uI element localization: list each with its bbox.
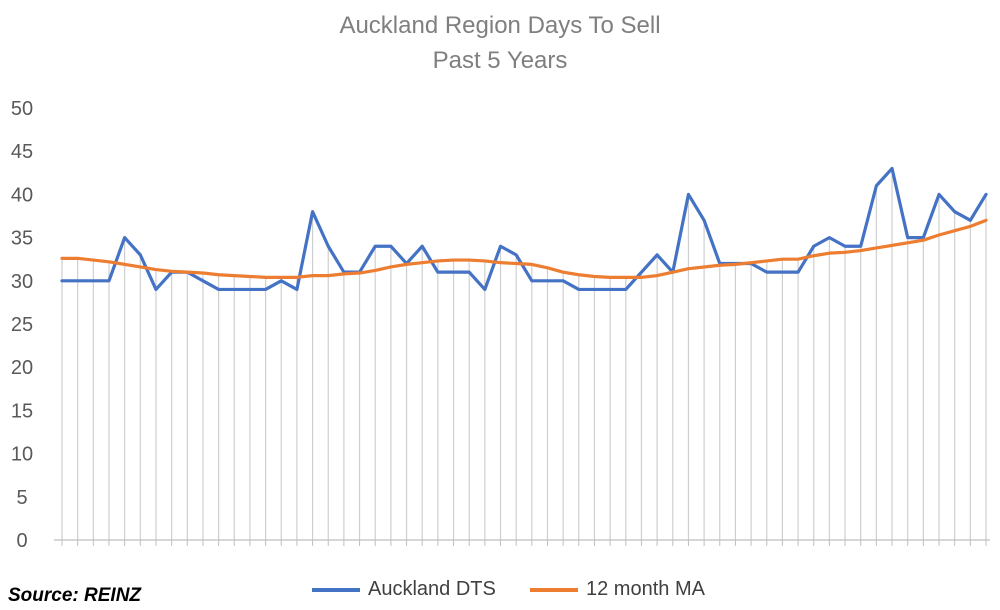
- chart-title: Auckland Region Days To Sell: [339, 12, 661, 39]
- y-tick-label: 15: [11, 400, 33, 422]
- y-tick-label: 45: [11, 141, 33, 163]
- legend-item-12-month-ma: 12 month MA: [530, 578, 705, 601]
- chart-subtitle: Past 5 Years: [432, 47, 568, 74]
- y-tick-label: 40: [11, 184, 33, 206]
- legend-swatch-auckland-dts: [312, 587, 360, 592]
- legend-label-auckland-dts: Auckland DTS: [368, 578, 496, 600]
- y-tick-label: 0: [16, 530, 27, 552]
- legend-label-12-month-ma: 12 month MA: [586, 578, 705, 600]
- y-tick-label: 50: [11, 98, 33, 120]
- y-tick-label: 30: [11, 271, 33, 293]
- y-tick-label: 25: [11, 314, 33, 336]
- legend-swatch-12-month-ma: [530, 587, 578, 592]
- legend: Auckland DTS 12 month MA: [0, 578, 1000, 606]
- legend-item-auckland-dts: Auckland DTS: [312, 578, 496, 601]
- y-tick-label: 10: [11, 444, 33, 466]
- y-tick-label: 20: [11, 357, 33, 379]
- series-line-12-month-ma: [60, 218, 988, 279]
- series-line-auckland-dts: [60, 166, 988, 292]
- source-note: Source: REINZ: [8, 585, 142, 606]
- plot-area: 0 5 10 15 20 25 30 35 40 45 50: [11, 98, 990, 552]
- y-tick-label: 5: [16, 487, 27, 509]
- y-tick-label: 35: [11, 228, 33, 250]
